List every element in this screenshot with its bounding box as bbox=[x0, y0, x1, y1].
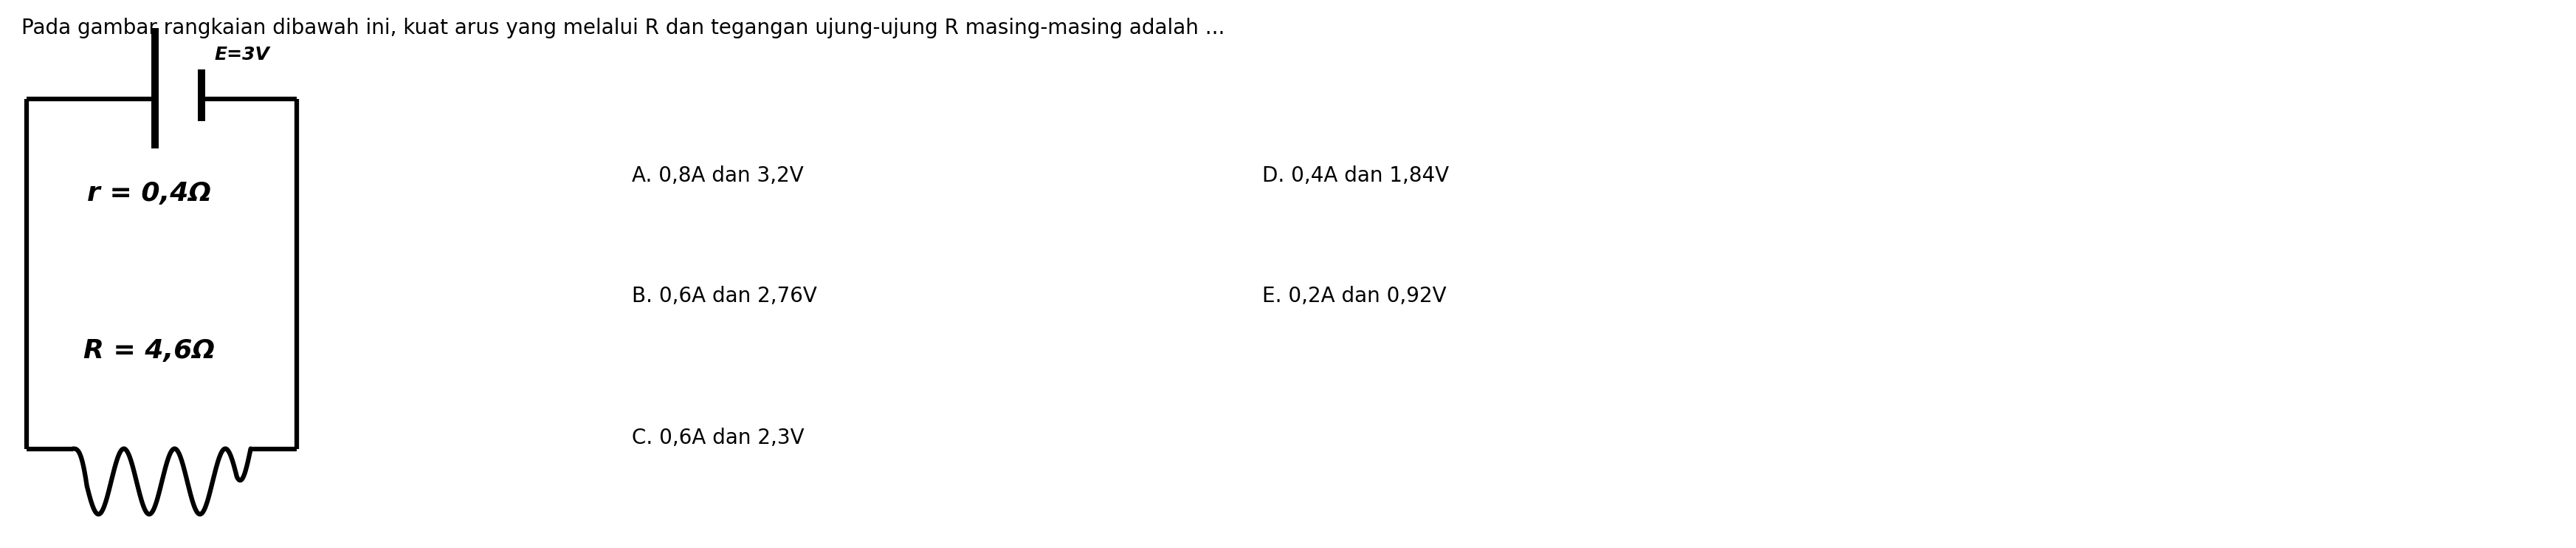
Text: C. 0,6A dan 2,3V: C. 0,6A dan 2,3V bbox=[631, 427, 804, 448]
Text: r = 0,4Ω: r = 0,4Ω bbox=[88, 181, 211, 206]
Text: Pada gambar rangkaian dibawah ini, kuat arus yang melalui R dan tegangan ujung-u: Pada gambar rangkaian dibawah ini, kuat … bbox=[21, 18, 1226, 38]
Text: D. 0,4A dan 1,84V: D. 0,4A dan 1,84V bbox=[1262, 165, 1450, 186]
Text: R = 4,6Ω: R = 4,6Ω bbox=[82, 338, 214, 363]
Text: B. 0,6A dan 2,76V: B. 0,6A dan 2,76V bbox=[631, 286, 817, 306]
Text: E=3V: E=3V bbox=[214, 46, 270, 64]
Text: E. 0,2A dan 0,92V: E. 0,2A dan 0,92V bbox=[1262, 286, 1448, 306]
Text: A. 0,8A dan 3,2V: A. 0,8A dan 3,2V bbox=[631, 165, 804, 186]
